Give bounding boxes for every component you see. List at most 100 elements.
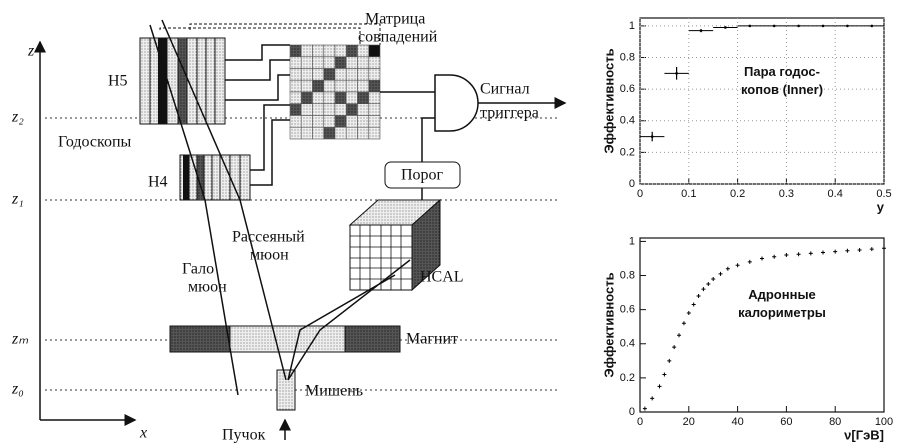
x-tick-label: 0.4 — [828, 188, 843, 200]
matrix-cell — [300, 91, 313, 105]
level-label: z₁ — [11, 191, 24, 208]
x-tick-label: 0.1 — [681, 188, 696, 200]
matrix-cell — [357, 126, 370, 140]
marker — [846, 24, 849, 28]
marker — [821, 24, 825, 28]
x-axis-label: y — [877, 199, 885, 214]
data-point — [681, 321, 686, 326]
data-point — [857, 247, 862, 252]
y-tick-label: 0.4 — [620, 338, 635, 350]
marker — [711, 276, 716, 281]
matrix-label: Матрица — [365, 11, 425, 28]
matrix-cell — [357, 91, 370, 105]
matrix-cell — [345, 79, 358, 93]
data-point — [833, 249, 838, 254]
matrix-cell — [334, 56, 347, 69]
marker — [747, 259, 752, 264]
matrix-cell — [357, 56, 370, 69]
marker — [870, 24, 874, 28]
data-point — [772, 254, 777, 259]
matrix-cell — [357, 44, 370, 58]
marker — [772, 254, 777, 259]
hodoscopes-label: Годоскопы — [58, 134, 132, 151]
matrix-cell — [312, 91, 325, 105]
matrix-cell — [345, 115, 358, 128]
matrix-cell — [300, 126, 313, 140]
data-point — [686, 311, 691, 316]
marker — [760, 256, 764, 261]
marker — [650, 396, 655, 401]
matrix-cell — [368, 56, 381, 69]
matrix-cell — [312, 79, 325, 93]
matrix-cell — [323, 91, 336, 105]
marker — [706, 282, 711, 287]
marker — [672, 345, 677, 350]
wire — [159, 23, 381, 45]
matrix-cell — [289, 79, 302, 93]
matrix-cell — [312, 68, 325, 81]
matrix-cell — [345, 56, 358, 69]
x-tick-label: 0.5 — [876, 188, 891, 200]
matrix-cell — [300, 79, 313, 93]
beam-label: Пучок — [222, 427, 266, 444]
data-point — [747, 259, 752, 264]
target — [276, 369, 296, 411]
marker — [686, 311, 691, 316]
data-point — [835, 24, 860, 28]
y-tick-label: 0 — [629, 178, 635, 190]
matrix-cell — [345, 126, 358, 140]
matrix-cell — [323, 103, 336, 116]
x-tick-label: 0.3 — [779, 188, 794, 200]
signal-label: триггера — [480, 105, 539, 122]
matrix-cell — [323, 68, 336, 81]
marker — [735, 263, 740, 268]
data-point — [706, 282, 711, 287]
marker — [696, 294, 701, 298]
x-tick-label: 0 — [637, 416, 643, 428]
matrix-cell — [334, 126, 347, 140]
data-point — [701, 287, 706, 292]
matrix-cell — [334, 115, 347, 128]
y-tick-label: 0.2 — [620, 146, 635, 158]
annotation: Адронные — [748, 287, 816, 302]
matrix-cell — [357, 103, 370, 116]
y-axis-label: Эффективность — [601, 48, 616, 153]
matrix-label: совпадений — [358, 29, 438, 46]
matrix-cell — [289, 115, 302, 128]
marker — [845, 248, 850, 253]
hodoscope-h5 — [139, 37, 226, 125]
data-point — [737, 24, 762, 28]
matrix-cell — [368, 44, 381, 58]
matrix-cell — [345, 103, 358, 116]
matrix-cell — [345, 91, 358, 105]
track — [149, 19, 411, 396]
marker — [796, 252, 801, 257]
data-point — [784, 253, 789, 258]
matrix-cell — [289, 91, 302, 105]
x-tick-label: 100 — [875, 416, 893, 428]
data-point — [762, 24, 787, 28]
threshold-label: Порог — [401, 167, 444, 184]
matrix-cell — [334, 103, 347, 116]
data-point — [711, 276, 716, 281]
marker — [699, 29, 703, 32]
annotation: калориметры — [738, 305, 826, 320]
x-tick-label: 20 — [683, 416, 695, 428]
y-axis-label: Эффективность — [601, 272, 616, 377]
data-point — [677, 333, 682, 338]
data-point — [882, 246, 886, 251]
matrix-cell — [368, 115, 381, 128]
matrix-cell — [323, 115, 336, 128]
x-tick-label: 40 — [731, 416, 743, 428]
marker — [724, 26, 727, 29]
hcal — [348, 198, 442, 292]
hodoscope-h4 — [179, 154, 251, 201]
marker — [797, 24, 800, 28]
data-point — [718, 271, 723, 276]
data-point — [786, 24, 811, 28]
wire — [380, 91, 435, 162]
y-tick-label: 1 — [629, 20, 635, 32]
matrix-cell — [368, 79, 381, 93]
matrix-cell — [345, 44, 358, 58]
halo-label: мюон — [188, 279, 227, 296]
